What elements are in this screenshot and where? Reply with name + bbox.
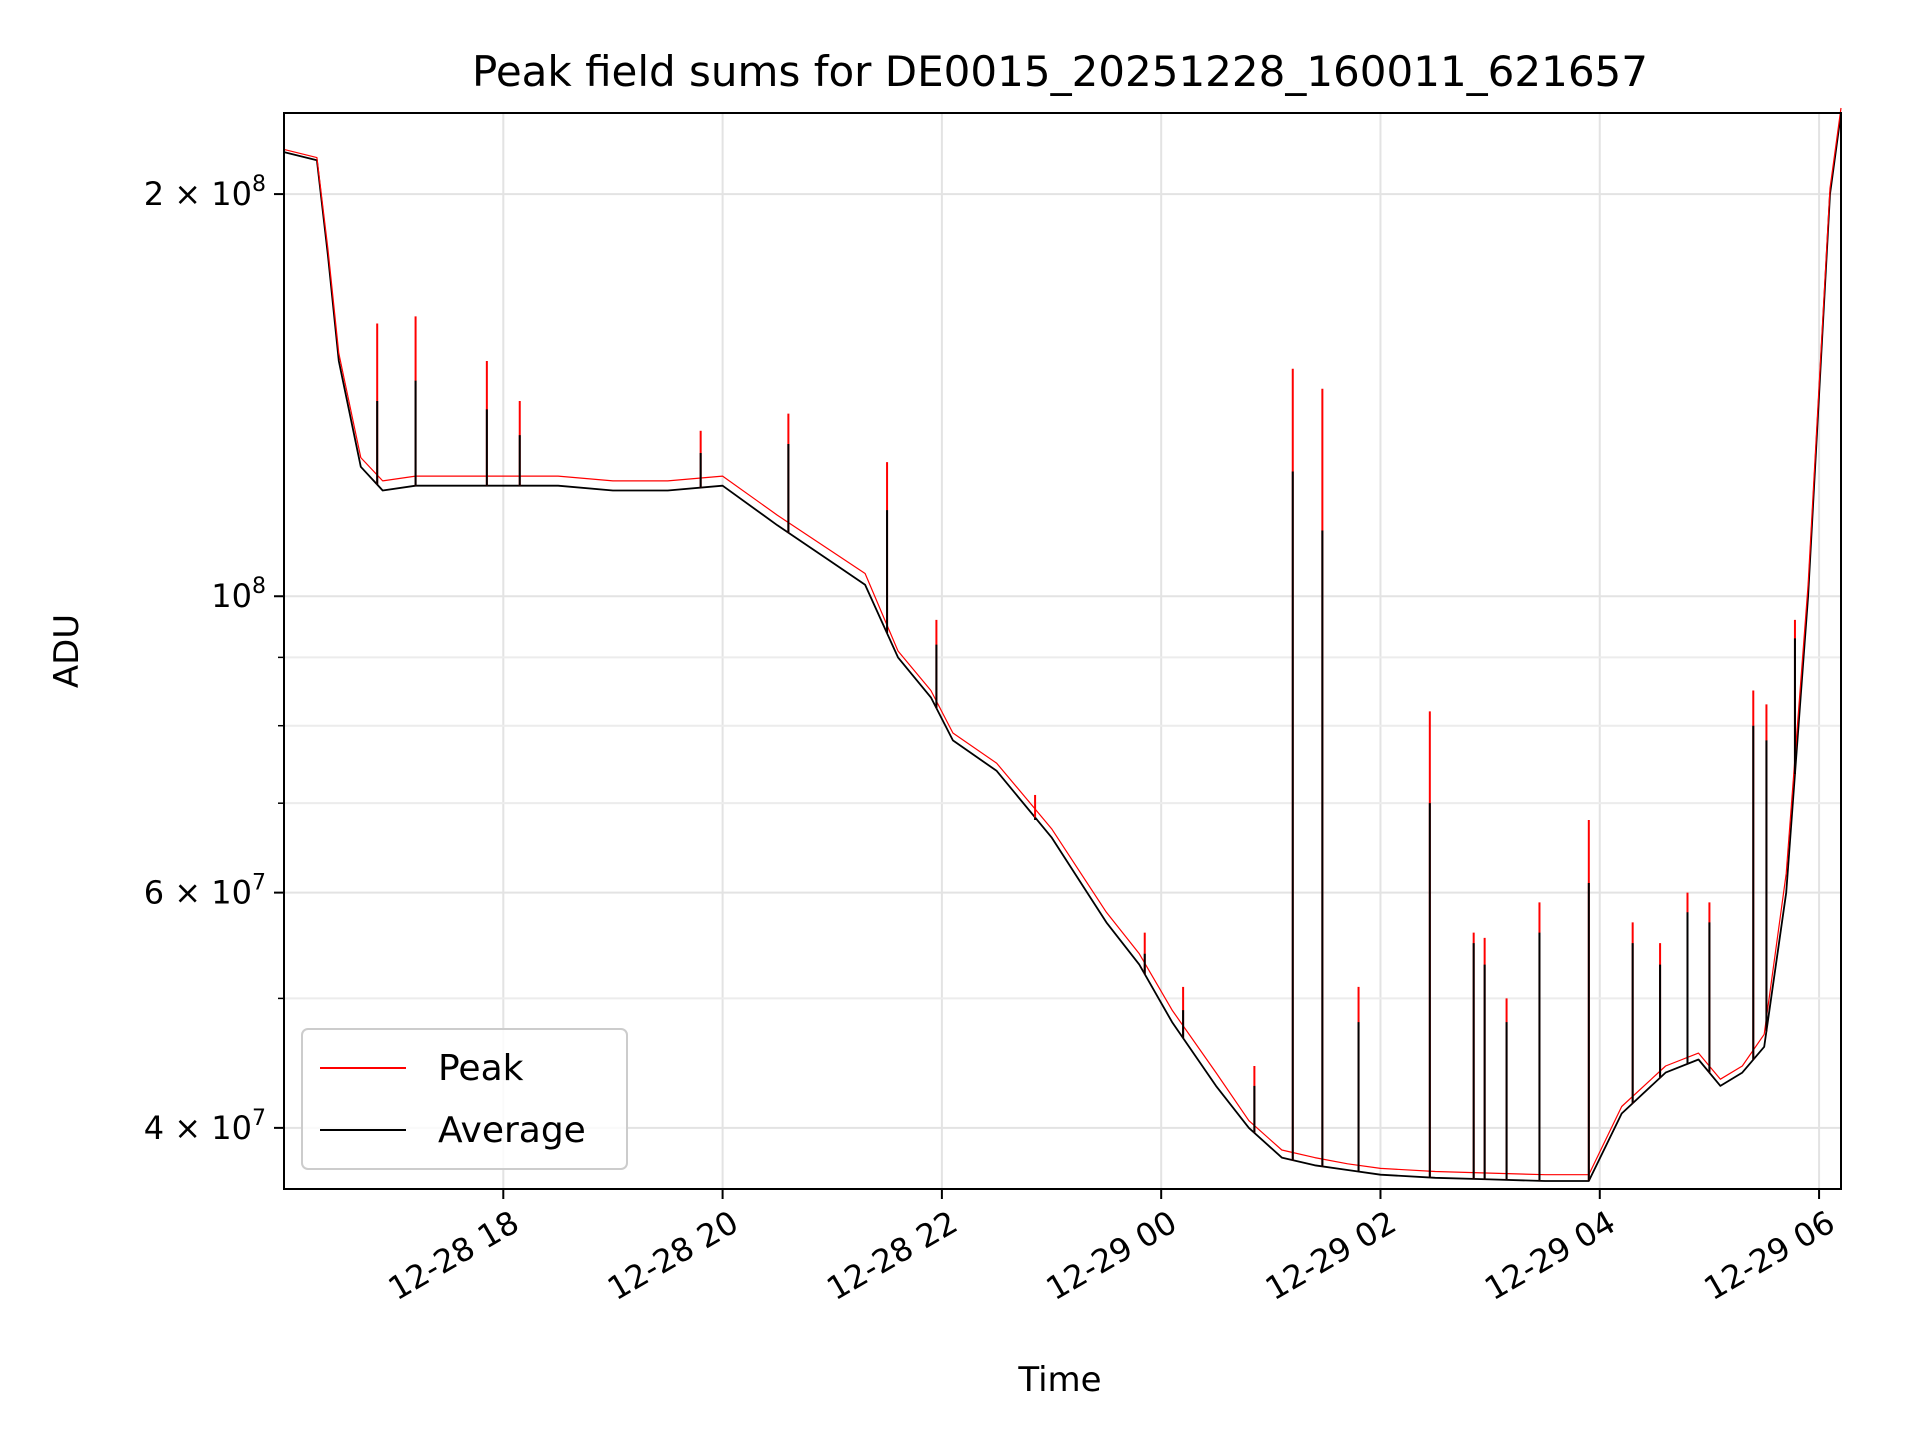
y-tick-label: 6 × 107 — [144, 871, 266, 912]
plot-background — [284, 113, 1841, 1189]
y-tick-label: 2 × 108 — [144, 172, 266, 213]
legend-average-label: Average — [438, 1110, 586, 1151]
x-axis-title: Time — [1017, 1360, 1101, 1400]
legend-box — [301, 1028, 628, 1170]
y-axis-title: ADU — [47, 614, 87, 688]
y-tick-label: 4 × 107 — [144, 1106, 266, 1147]
grid — [284, 113, 1841, 1189]
y-tick-label: 108 — [211, 574, 266, 615]
plot-frame — [283, 112, 1842, 1190]
plot-area: 12-28 18 12-28 20 12-28 22 12-29 00 12-29 02… — [144, 107, 1842, 1308]
spike-layer — [376, 316, 1796, 1181]
chart-title: Peak field sums for DE0015_20251228_1600… — [472, 47, 1648, 96]
y-tick-label-base: 4 × 10 — [144, 1109, 252, 1147]
y-tick-label-exponent: 7 — [252, 871, 266, 896]
series-line-average — [283, 112, 1842, 1182]
y-tick-label-exponent: 8 — [252, 574, 266, 599]
legend: Peak Average — [301, 1028, 628, 1170]
y-tick-label-base: 6 × 10 — [144, 874, 252, 912]
series-layer — [283, 107, 1842, 1182]
y-tick-label-base: 10 — [211, 577, 252, 615]
y-tick-label-exponent: 8 — [252, 172, 266, 197]
legend-peak-label: Peak — [438, 1048, 524, 1089]
y-tick-label-exponent: 7 — [252, 1106, 266, 1131]
series-line-peak — [283, 107, 1842, 1176]
y-tick-label-base: 2 × 10 — [144, 175, 252, 213]
